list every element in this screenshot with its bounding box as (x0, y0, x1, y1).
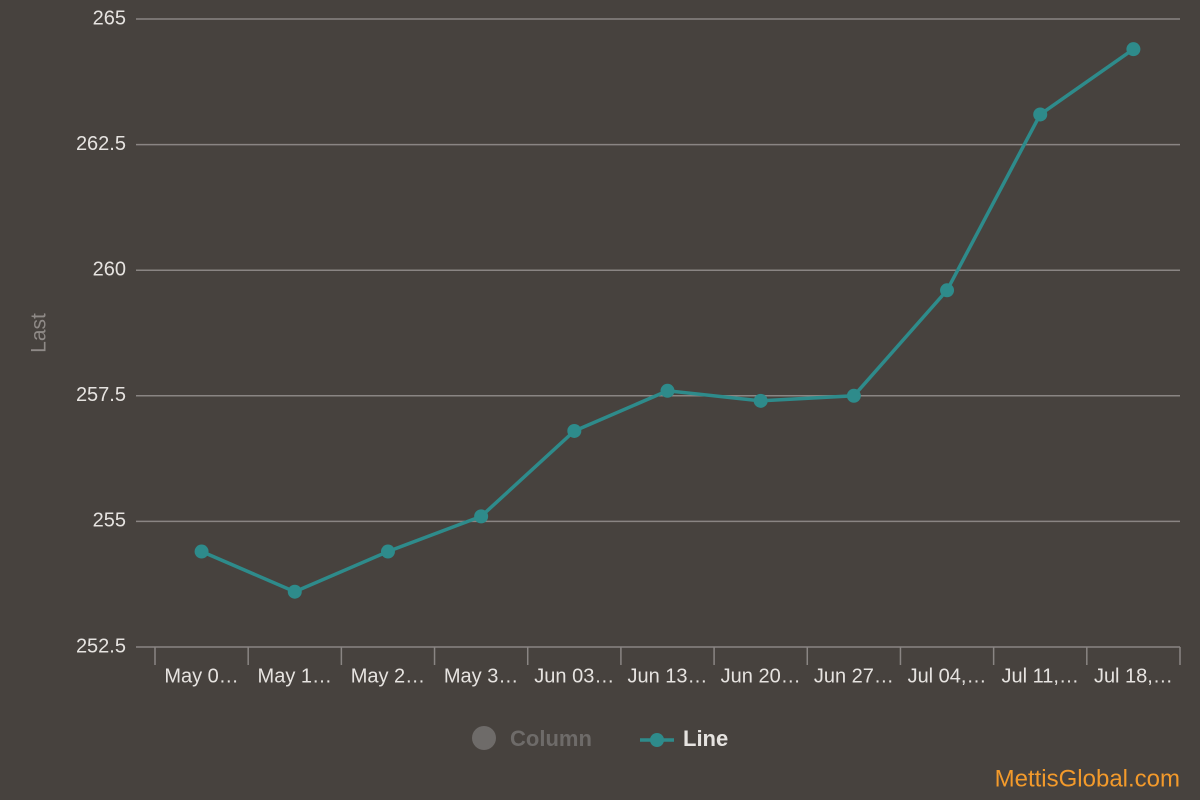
x-tick-label: May 2… (351, 665, 425, 687)
legend-symbol[interactable] (650, 733, 664, 747)
y-tick-label: 257.5 (76, 384, 126, 406)
data-point (940, 283, 955, 298)
data-point (1033, 107, 1048, 122)
x-tick-label: May 1… (258, 665, 332, 687)
data-point (753, 393, 768, 408)
x-tick-label: Jul 11,… (1002, 665, 1079, 687)
x-tick-label: May 0… (164, 665, 238, 687)
watermark: MettisGlobal.com (995, 765, 1180, 792)
x-tick-label: Jun 03… (534, 665, 614, 687)
data-point (660, 383, 675, 398)
y-tick-label: 262.5 (76, 133, 126, 155)
data-point (380, 544, 395, 559)
x-tick-label: Jun 13… (627, 665, 707, 687)
legend-label[interactable]: Column (510, 726, 592, 751)
y-tick-label: 265 (93, 7, 126, 29)
legend-symbol[interactable] (472, 726, 496, 750)
y-tick-label: 252.5 (76, 635, 126, 657)
data-point (287, 584, 302, 599)
y-axis-label: Last (28, 313, 51, 353)
data-point (567, 423, 582, 438)
data-point (474, 509, 489, 524)
data-point (846, 388, 861, 403)
y-tick-label: 260 (93, 258, 126, 280)
x-tick-label: Jun 27… (814, 665, 894, 687)
series-line (200, 47, 1135, 594)
x-tick-label: Jul 18,… (1094, 665, 1173, 687)
x-tick-label: May 3… (444, 665, 518, 687)
data-point (194, 544, 209, 559)
x-tick-label: Jul 04,… (908, 665, 987, 687)
x-tick-label: Jun 20… (721, 665, 801, 687)
legend-label[interactable]: Line (683, 726, 728, 751)
data-point (1126, 42, 1141, 57)
y-tick-label: 255 (93, 510, 126, 532)
